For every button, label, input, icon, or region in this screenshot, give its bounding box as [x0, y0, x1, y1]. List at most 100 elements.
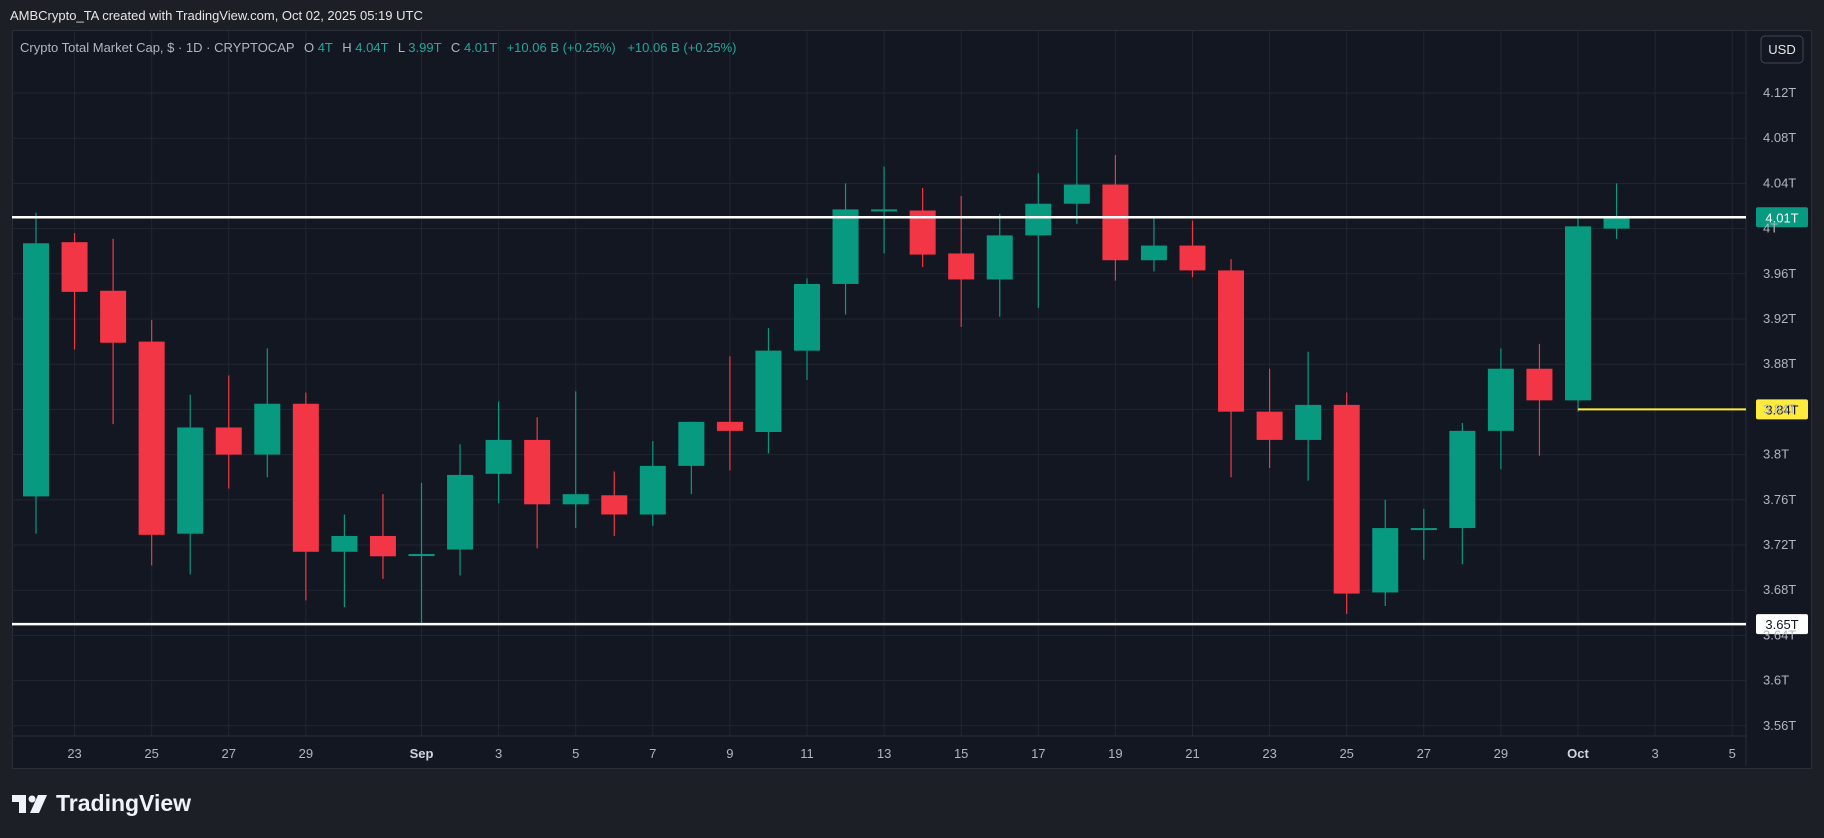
y-tick-label: 3.68T: [1763, 582, 1796, 597]
legend-low-value: 3.99T: [408, 40, 441, 55]
candle-body: [177, 427, 204, 534]
candle: [254, 348, 281, 478]
tradingview-brand-name: TradingView: [56, 790, 192, 816]
candle-body: [639, 465, 666, 515]
x-tick-label: Sep: [410, 746, 434, 761]
candle-body: [1410, 528, 1437, 531]
candle-body: [1140, 245, 1167, 261]
candle-body: [1295, 404, 1322, 440]
x-tick-label: 21: [1185, 746, 1199, 761]
legend-low-label: L: [398, 40, 405, 55]
candle-body: [1526, 368, 1553, 401]
candle: [1025, 173, 1052, 308]
x-tick-label: 5: [572, 746, 579, 761]
chart-attribution: AMBCrypto_TA created with TradingView.co…: [10, 8, 423, 23]
candle: [138, 320, 165, 566]
candle-body: [871, 209, 898, 212]
x-tick-label: 5: [1729, 746, 1736, 761]
y-tick-label: 3.56T: [1763, 718, 1796, 733]
grid-lines: [12, 31, 1747, 766]
x-tick-label: 9: [726, 746, 733, 761]
price-label-bg: [1756, 614, 1808, 635]
candle-body: [1256, 411, 1283, 440]
candle-body: [1218, 270, 1245, 412]
legend-title: Crypto Total Market Cap, $ · 1D · CRYPTO…: [20, 40, 294, 55]
y-tick-label: 4.04T: [1763, 175, 1796, 190]
candle-body: [138, 341, 165, 535]
price-label: 3.65T: [1765, 617, 1798, 632]
candle: [1487, 348, 1514, 470]
candle-body: [1449, 430, 1476, 529]
price-label: 4.01T: [1765, 210, 1798, 225]
candle: [177, 394, 204, 575]
candle: [1218, 259, 1245, 478]
candle-body: [986, 235, 1013, 280]
candle: [1449, 422, 1476, 565]
candle-body: [215, 427, 242, 455]
y-tick-label: 3.72T: [1763, 537, 1796, 552]
candle: [23, 212, 49, 534]
x-tick-label: 29: [299, 746, 313, 761]
x-tick-label: 17: [1031, 746, 1045, 761]
candle: [794, 278, 820, 381]
y-tick-label: 3.8T: [1763, 447, 1789, 462]
candle: [331, 514, 358, 608]
legend-high-label: H: [342, 40, 351, 55]
currency-button[interactable]: USD: [1760, 35, 1804, 64]
tradingview-logo-icon: [12, 794, 47, 813]
candle-body: [1063, 184, 1090, 204]
candle-body: [61, 242, 88, 292]
candle: [1179, 220, 1206, 278]
time-axis: 23 25 27 29 Sep 3 5 7 9 11 13 15 17 19 21 23 25 27 29 Oct 3 5: [67, 746, 1736, 761]
candles: [23, 129, 1630, 625]
candle: [369, 494, 396, 579]
legend-open-label: O: [304, 40, 314, 55]
y-tick-label: 4.12T: [1763, 85, 1796, 100]
svg-text:Crypto Total Market Cap, $ · 1: Crypto Total Market Cap, $ · 1D · CRYPTO…: [20, 40, 736, 55]
x-tick-label: 23: [1262, 746, 1276, 761]
candle-body: [562, 494, 589, 505]
candle-body: [408, 554, 435, 557]
y-tick-label: 4T: [1763, 221, 1778, 236]
candle-body: [832, 209, 859, 284]
price-label: 3.84T: [1765, 402, 1798, 417]
candle-body: [447, 474, 474, 550]
x-tick-label: 27: [1417, 746, 1431, 761]
candle-body: [948, 253, 975, 280]
candle-body: [1565, 226, 1591, 401]
x-tick-label: 23: [67, 746, 81, 761]
candle: [909, 187, 936, 268]
y-tick-label: 3.84T: [1763, 401, 1796, 416]
candle-body: [1179, 245, 1206, 271]
candle-body: [1333, 404, 1360, 594]
candle-body: [485, 439, 512, 474]
candle: [61, 233, 88, 350]
candle: [1372, 499, 1399, 607]
candle-body: [1372, 528, 1399, 593]
candle-body: [524, 439, 551, 505]
currency-label: USD: [1768, 42, 1795, 57]
candle: [1333, 392, 1360, 614]
candle: [716, 356, 743, 471]
candle-body: [794, 283, 820, 351]
candle-body: [369, 535, 396, 557]
tradingview-logo[interactable]: TradingView: [12, 790, 191, 817]
legend-high-value: 4.04T: [355, 40, 388, 55]
chart-legend: Crypto Total Market Cap, $ · 1D · CRYPTO…: [20, 40, 736, 55]
candle: [986, 213, 1013, 317]
candle: [562, 391, 589, 529]
y-tick-label: 3.92T: [1763, 311, 1796, 326]
candle: [1603, 183, 1630, 239]
candle: [1102, 155, 1129, 281]
candle-body: [292, 403, 319, 552]
candle-body: [1603, 217, 1630, 229]
candle: [1410, 508, 1437, 560]
candle: [1140, 218, 1167, 272]
legend-close-label: C: [451, 40, 460, 55]
candle-body: [716, 421, 743, 431]
candle: [524, 417, 551, 549]
candle: [292, 392, 319, 601]
candle: [755, 328, 782, 454]
x-tick-label: 25: [144, 746, 158, 761]
